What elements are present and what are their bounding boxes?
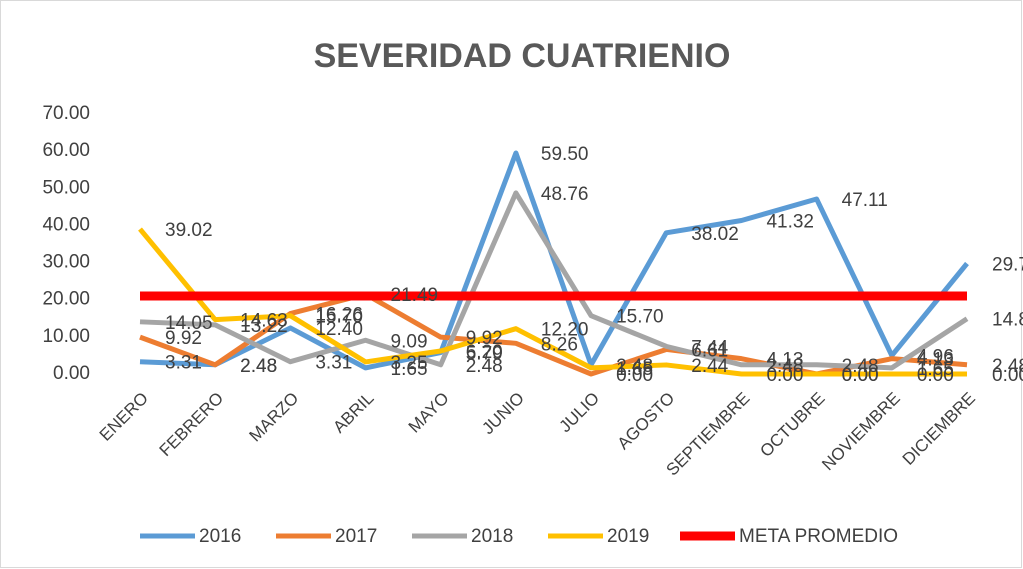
y-tick-label: 50.00 — [42, 177, 90, 198]
legend-label: 2016 — [199, 526, 241, 547]
data-label: 15.70 — [315, 307, 363, 328]
chart-title: SEVERIDAD CUATRIENIO — [314, 37, 731, 75]
data-label: 2.48 — [842, 356, 879, 377]
data-label: 3.25 — [391, 353, 428, 374]
data-label: 1.65 — [391, 359, 428, 380]
data-label: 2.48 — [240, 356, 277, 377]
data-label: 2.48 — [466, 356, 503, 377]
data-label: 0.00 — [842, 365, 879, 386]
data-label: 14.63 — [240, 311, 288, 332]
legend-label: META PROMEDIO — [739, 526, 898, 547]
y-tick-label: 10.00 — [42, 326, 90, 347]
data-label: 4.13 — [917, 350, 954, 371]
data-label: 41.32 — [766, 212, 814, 233]
series-line — [139, 190, 969, 371]
data-label: 2.44 — [691, 356, 728, 377]
data-label: 0.00 — [616, 365, 653, 386]
data-label: 9.09 — [391, 331, 428, 352]
data-label: 0.00 — [842, 365, 879, 386]
data-label: 47.11 — [842, 190, 888, 211]
legend-label: 2019 — [607, 526, 649, 547]
data-label: 0.00 — [917, 365, 954, 386]
data-label: 3.31 — [165, 353, 202, 374]
data-label: 39.02 — [165, 220, 213, 241]
data-label: 38.02 — [691, 224, 739, 245]
data-label: 8.26 — [541, 334, 578, 355]
data-label: 13.22 — [240, 316, 288, 337]
data-label: 14.05 — [165, 313, 213, 334]
data-label: 12.20 — [541, 320, 589, 341]
data-label: 0.00 — [992, 365, 1023, 386]
data-label: 1.65 — [917, 359, 954, 380]
data-label: 2.48 — [240, 356, 277, 377]
y-tick-label: 20.00 — [42, 289, 90, 310]
legend-label: 2018 — [471, 526, 513, 547]
data-label: 7.44 — [691, 337, 728, 358]
data-label: 5.79 — [466, 344, 503, 365]
y-tick-label: 40.00 — [42, 214, 90, 235]
data-label: 15.70 — [616, 307, 664, 328]
y-tick-label: 0.00 — [53, 363, 90, 384]
y-tick-label: 60.00 — [42, 140, 90, 161]
data-label: 12.40 — [315, 319, 363, 340]
data-label: 4.96 — [917, 347, 954, 368]
data-label: 1.65 — [616, 359, 653, 380]
data-label: 48.76 — [541, 184, 589, 205]
data-label: 3.31 — [315, 353, 352, 374]
legend-label: 2017 — [335, 526, 377, 547]
data-label: 9.92 — [466, 328, 503, 349]
data-label: 29.75 — [992, 255, 1023, 276]
data-label: 14.88 — [992, 310, 1023, 331]
data-label: 6.20 — [466, 342, 503, 363]
y-tick-label: 30.00 — [42, 252, 90, 273]
data-label: 6.61 — [691, 340, 728, 361]
data-label: 2.48 — [616, 356, 653, 377]
series-line — [139, 291, 968, 377]
data-label: 2.48 — [992, 356, 1023, 377]
data-label: 9.92 — [165, 328, 202, 349]
data-label: 59.50 — [541, 144, 589, 165]
y-tick-label: 70.00 — [42, 103, 90, 124]
data-label: 2.48 — [766, 356, 803, 377]
data-label: 21.49 — [391, 285, 439, 306]
series-line — [138, 227, 967, 377]
data-label: 16.26 — [315, 305, 363, 326]
data-label: 4.13 — [766, 350, 803, 371]
data-label: 0.00 — [766, 365, 803, 386]
